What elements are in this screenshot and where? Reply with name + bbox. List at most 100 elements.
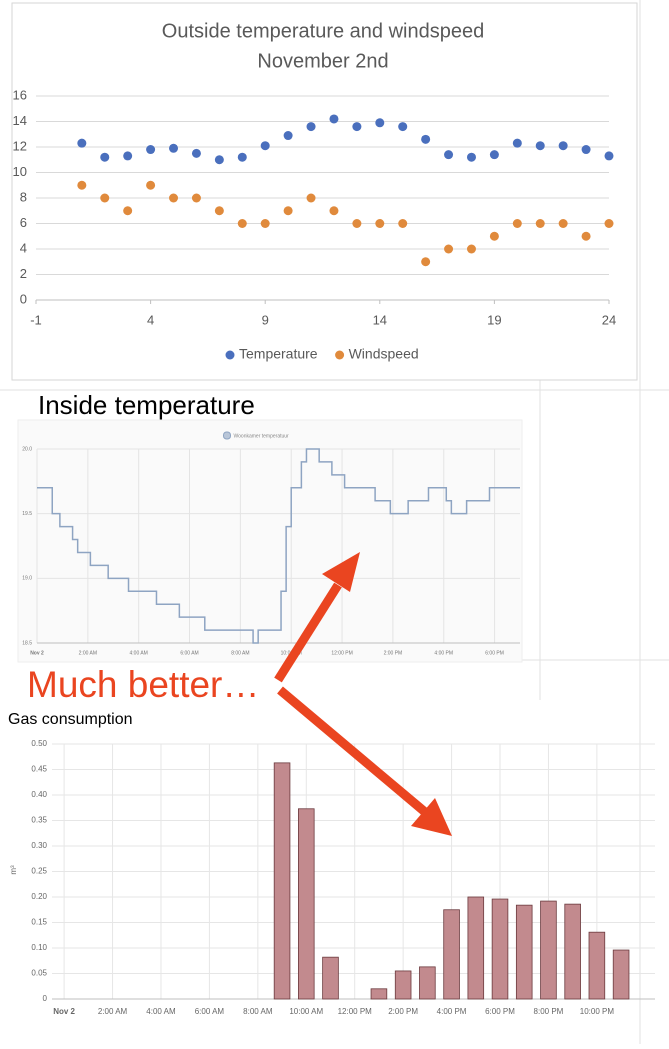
x-tick-label: 8:00 AM <box>231 650 249 656</box>
x-tick-label: 14 <box>373 312 387 327</box>
point <box>604 219 614 228</box>
point <box>306 122 316 132</box>
y-tick-label: 10 <box>13 164 27 179</box>
bar <box>322 956 339 1000</box>
bar <box>443 909 460 1000</box>
point <box>466 244 476 254</box>
point <box>421 134 431 144</box>
bar <box>273 762 291 1000</box>
point <box>558 141 568 151</box>
point <box>329 114 339 124</box>
chart-frame <box>11 2 638 381</box>
point <box>466 152 476 162</box>
y-tick-label: 0 <box>43 994 48 1003</box>
line <box>37 448 520 644</box>
x-tick-label: 6:00 AM <box>195 1007 225 1016</box>
x-tick-label: 2:00 PM <box>388 1007 418 1016</box>
x-tick-label: 19 <box>487 312 501 327</box>
x-tick-label: 24 <box>602 312 616 327</box>
point <box>581 231 591 241</box>
point <box>260 219 270 228</box>
x-tick-label: 4 <box>147 312 154 327</box>
bar <box>394 970 412 1000</box>
point <box>100 193 110 203</box>
point <box>398 122 408 132</box>
arrows <box>274 552 452 836</box>
bar <box>540 900 557 1000</box>
chart-subtitle: November 2nd <box>257 50 388 72</box>
bar <box>467 896 485 1000</box>
point <box>146 145 156 155</box>
bar <box>491 898 509 1000</box>
point <box>489 231 499 241</box>
y-tick-label: 16 <box>13 87 27 102</box>
y-tick-label: 0.15 <box>31 918 47 927</box>
y-tick-label: 0.40 <box>31 790 47 799</box>
y-tick-label: 0.20 <box>31 892 47 901</box>
bar <box>588 931 606 1000</box>
point <box>260 141 270 151</box>
point <box>191 193 201 203</box>
legend-marker <box>223 431 231 440</box>
chart-title: Inside temperature <box>38 390 255 420</box>
point <box>375 118 385 128</box>
point <box>375 219 385 228</box>
point <box>214 206 224 216</box>
y-tick-label: 18.5 <box>22 640 32 646</box>
point <box>169 143 179 153</box>
bar <box>612 949 630 1000</box>
y-tick-label: 0.30 <box>31 841 47 850</box>
point <box>398 219 408 228</box>
point <box>535 219 545 228</box>
x-tick-label: -1 <box>30 312 42 327</box>
point <box>146 180 156 190</box>
x-tick-label: Nov 2 <box>30 650 44 656</box>
y-tick-label: 0 <box>20 291 27 306</box>
x-tick-label: 6:00 AM <box>180 650 198 656</box>
point <box>489 150 499 160</box>
arrow-shaft <box>277 686 428 816</box>
x-tick-label: 2:00 AM <box>98 1007 128 1016</box>
point <box>444 244 454 254</box>
point <box>123 151 133 161</box>
y-tick-label: 12 <box>13 138 27 153</box>
legend-label: Windspeed <box>349 346 419 362</box>
bar <box>564 903 581 1000</box>
point <box>512 138 522 148</box>
chart-frame <box>17 419 523 663</box>
x-tick-label: 12:00 PM <box>338 1007 373 1016</box>
bar <box>370 988 388 1000</box>
legend-marker <box>225 350 235 360</box>
x-tick-label: Nov 2 <box>53 1007 75 1016</box>
point <box>581 145 591 155</box>
x-tick-label: 4:00 AM <box>130 650 148 656</box>
legend-label: Woonkamer temperatuur <box>234 433 290 439</box>
point <box>512 219 522 228</box>
chart-title: Outside temperature and windspeed <box>162 20 484 42</box>
y-tick-label: 0.25 <box>31 867 47 876</box>
point <box>283 206 293 216</box>
x-tick-label: 2:00 PM <box>384 650 403 656</box>
bar <box>515 904 533 1000</box>
y-tick-label: 2 <box>20 266 27 281</box>
x-tick-label: 4:00 PM <box>434 650 453 656</box>
point <box>214 155 224 165</box>
x-tick-label: 6:00 PM <box>485 650 504 656</box>
x-tick-label: 12:00 PM <box>331 650 352 656</box>
arrow-head <box>411 798 452 836</box>
x-tick-label: 9 <box>262 312 269 327</box>
y-tick-label: 4 <box>20 240 27 255</box>
point <box>329 206 339 216</box>
y-axis-label: m³ <box>9 865 18 875</box>
x-tick-label: 2:00 AM <box>79 650 97 656</box>
y-tick-label: 0.05 <box>31 969 47 978</box>
point <box>169 193 179 203</box>
point <box>283 131 293 141</box>
x-tick-label: 10:00 PM <box>580 1007 615 1016</box>
annotation: Much better… <box>27 664 259 705</box>
point <box>237 219 247 228</box>
y-tick-label: 8 <box>20 189 27 204</box>
